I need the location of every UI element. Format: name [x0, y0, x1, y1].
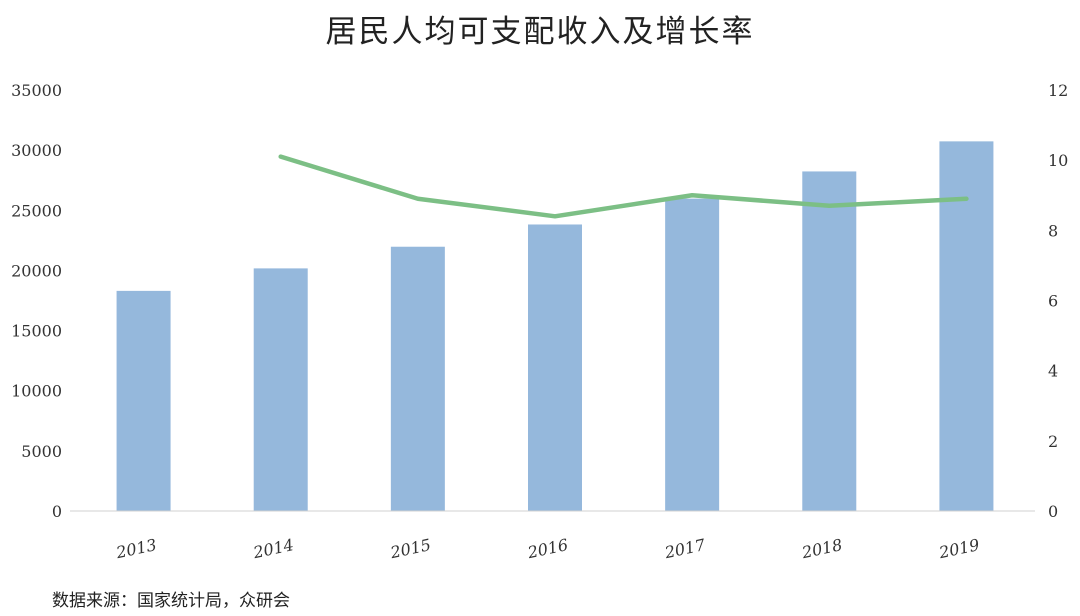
right-tick-label: 8 — [1048, 221, 1058, 240]
chart-title: 居民人均可支配收入及增长率 — [325, 14, 755, 50]
bar-series — [116, 141, 994, 512]
bar-2015 — [390, 246, 445, 511]
growth-rate-line — [278, 154, 969, 219]
bar-2017 — [665, 198, 720, 512]
left-tick-label: 30000 — [11, 141, 62, 160]
right-tick-label: 12 — [1048, 81, 1068, 100]
left-tick-label: 35000 — [11, 81, 62, 100]
right-tick-label: 4 — [1048, 362, 1058, 381]
x-axis-ticks: 2013 2014 2015 2016 2017 2018 2019 — [114, 535, 982, 562]
x-tick-label: 2015 — [388, 535, 433, 562]
bar-2013 — [116, 290, 171, 511]
x-tick-label: 2016 — [525, 535, 570, 562]
left-tick-label: 15000 — [11, 322, 62, 341]
right-tick-label: 10 — [1048, 151, 1068, 170]
bar-2014 — [253, 268, 308, 511]
left-tick-label: 5000 — [21, 442, 62, 461]
x-tick-label: 2018 — [799, 535, 844, 562]
right-tick-label: 2 — [1048, 432, 1058, 451]
x-tick-label: 2017 — [662, 535, 708, 562]
left-axis-ticks: 0 5000 10000 15000 20000 25000 30000 35000 — [11, 81, 62, 521]
x-tick-label: 2014 — [251, 535, 296, 562]
left-tick-label: 0 — [52, 502, 62, 521]
right-tick-label: 0 — [1048, 502, 1058, 521]
bar-2018 — [802, 171, 857, 512]
x-tick-label: 2019 — [936, 535, 981, 562]
bar-2016 — [528, 224, 582, 511]
left-tick-label: 20000 — [11, 261, 62, 280]
right-tick-label: 6 — [1048, 292, 1058, 311]
source-note: 数据来源：国家统计局，众研会 — [52, 591, 290, 611]
left-tick-label: 10000 — [11, 382, 62, 401]
growth-line-series — [278, 154, 969, 219]
right-axis-ticks: 0 2 4 6 8 10 12 — [1048, 81, 1068, 521]
left-tick-label: 25000 — [11, 201, 62, 220]
bar-2019 — [939, 141, 994, 511]
x-tick-label: 2013 — [114, 535, 159, 562]
